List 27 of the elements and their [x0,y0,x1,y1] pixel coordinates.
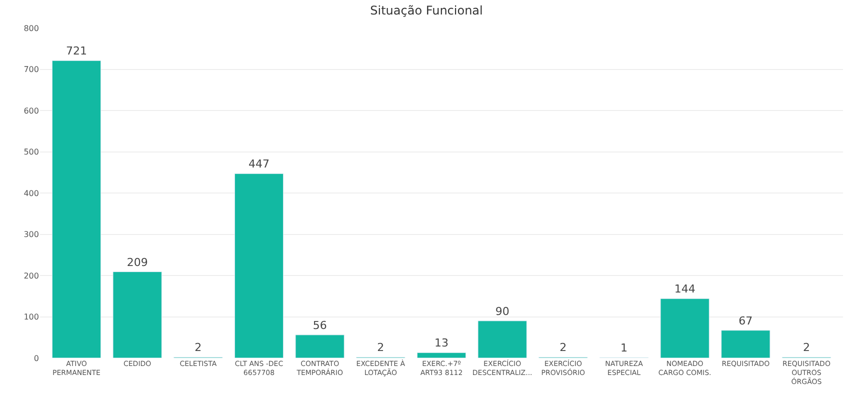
y-tick-label: 200 [24,271,39,280]
y-tick-label: 700 [24,65,39,74]
data-label: 2 [803,341,810,354]
y-tick-label: 500 [24,148,39,157]
bar [295,334,344,358]
chart-title: Situação Funcional [370,4,483,18]
data-label: 56 [312,318,327,332]
y-tick-label: 0 [34,354,39,363]
data-label: 721 [66,44,87,58]
bar [478,320,527,358]
data-label: 144 [674,282,696,296]
data-label: 90 [495,304,510,318]
bar [721,330,770,358]
data-label: 447 [248,158,270,171]
bar [416,352,466,358]
y-tick-label: 300 [24,230,39,240]
y-tick-label: 100 [24,312,39,322]
y-tick-label: 400 [24,188,39,198]
data-label: 209 [126,256,148,269]
data-label: 2 [377,341,384,354]
data-label: 67 [738,314,753,328]
data-label: 1 [620,342,628,355]
y-tick-label: 600 [24,106,39,116]
data-label: 2 [194,341,202,354]
data-label: 2 [560,341,567,354]
y-tick-label: 800 [24,24,39,33]
data-label: 13 [434,336,448,350]
